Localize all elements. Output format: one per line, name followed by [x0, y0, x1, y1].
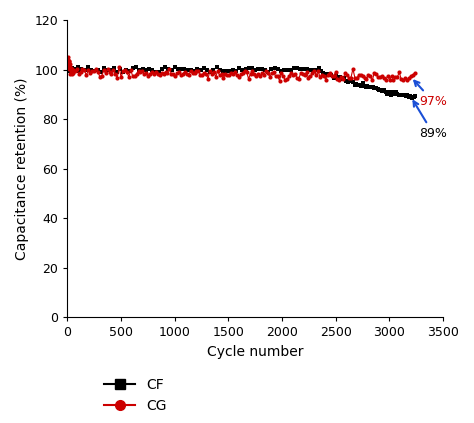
- CG: [65, 57, 71, 62]
- CG: [412, 70, 418, 75]
- Legend: CF, CG: CF, CG: [104, 378, 167, 413]
- CF: [380, 88, 385, 93]
- CG: [236, 74, 242, 79]
- CF: [320, 70, 326, 75]
- CG: [375, 74, 381, 80]
- CG: [337, 77, 342, 82]
- CG: [277, 78, 283, 83]
- CG: [69, 70, 74, 75]
- Y-axis label: Capacitance retention (%): Capacitance retention (%): [15, 77, 29, 260]
- Text: 89%: 89%: [413, 101, 447, 140]
- CG: [362, 76, 367, 81]
- Text: 97%: 97%: [414, 81, 447, 108]
- CF: [162, 64, 168, 69]
- CG: [65, 54, 71, 59]
- CF: [353, 81, 359, 86]
- CG: [139, 68, 145, 73]
- CF: [370, 85, 375, 90]
- CF: [185, 67, 191, 72]
- X-axis label: Cycle number: Cycle number: [207, 345, 303, 359]
- CF: [409, 96, 415, 101]
- CF: [65, 67, 71, 72]
- CF: [188, 67, 194, 72]
- Line: CG: CG: [65, 55, 417, 83]
- Line: CF: CF: [65, 65, 417, 100]
- CF: [412, 93, 418, 98]
